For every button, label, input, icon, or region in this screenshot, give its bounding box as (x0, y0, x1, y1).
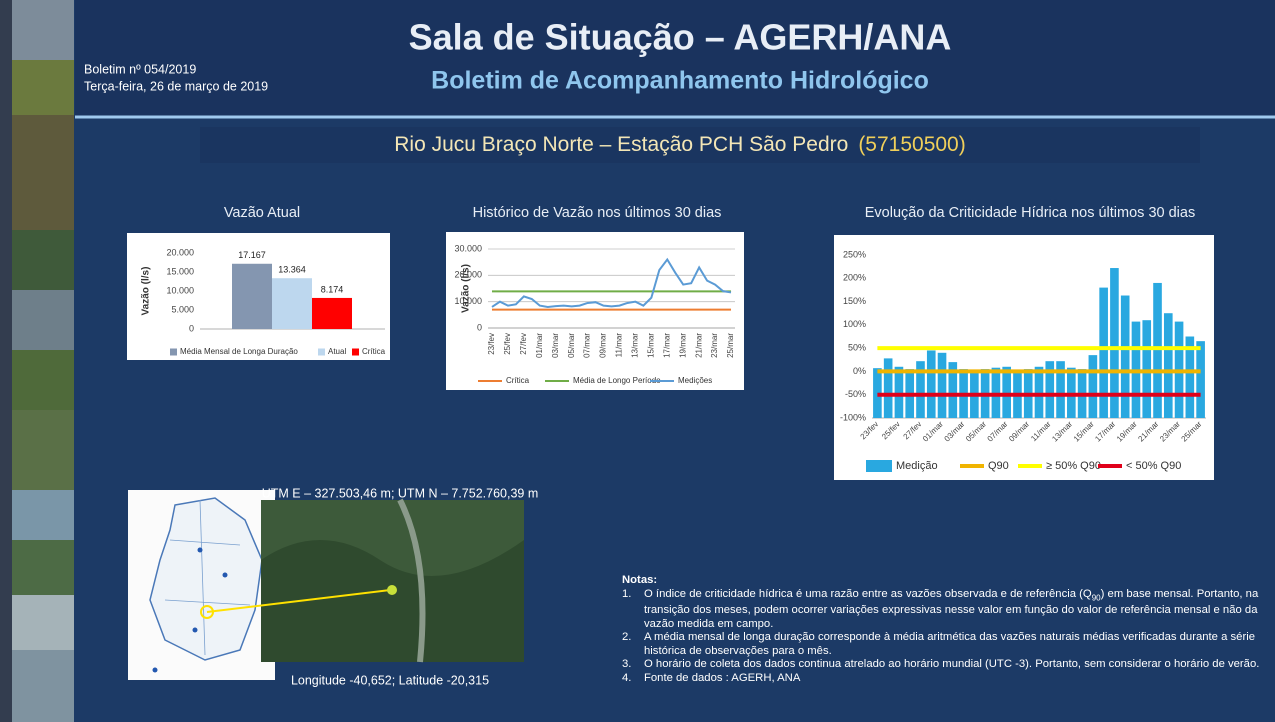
y-tick-label: 0% (853, 366, 866, 376)
legend-swatch (170, 349, 177, 356)
x-tick-label: 23/fev (487, 333, 496, 355)
notes: Notas: 1. O índice de criticidade hídrica… (622, 574, 1272, 719)
x-tick-label: 27/fev (519, 333, 528, 355)
note: 3. O horário de coleta dos dados continua… (622, 658, 1272, 672)
legend-label: Média Mensal de Longa Duração (180, 347, 298, 356)
y-tick-label: -100% (840, 412, 866, 422)
y-tick-label: 5.000 (171, 304, 194, 314)
location-map (128, 490, 524, 680)
chart-title: Evolução da Criticidade Hídrica nos últi… (865, 205, 1195, 221)
note-sub: 90 (1092, 593, 1101, 602)
x-tick-label: 09/mar (599, 333, 608, 358)
y-tick-label: 20.000 (166, 247, 194, 257)
notes-title: Notas: (622, 574, 1272, 588)
station-code: (57150500) (858, 133, 965, 156)
note-number: 3. (622, 658, 631, 672)
bar (1089, 355, 1098, 418)
note-text: O índice de criticidade hídrica é uma ra… (644, 588, 1092, 600)
note-number: 2. (622, 631, 631, 645)
notes-list: 1. O índice de criticidade hídrica é uma … (622, 588, 1272, 686)
bar (312, 298, 352, 329)
legend-label: Medição (896, 460, 938, 472)
y-tick-label: 200% (843, 273, 866, 283)
y-tick-label: 30.000 (454, 243, 482, 253)
bar (1121, 296, 1130, 418)
y-tick-label: -50% (845, 389, 866, 399)
x-tick-label: 11/mar (615, 333, 624, 358)
legend-label: Crítica (362, 347, 386, 356)
legend-label: < 50% Q90 (1126, 460, 1181, 472)
photo-strip (0, 0, 74, 722)
bar (1002, 367, 1011, 418)
value-label: 13.364 (278, 265, 306, 275)
legend-label: Atual (328, 347, 346, 356)
y-axis-label: Vazão (l/s) (141, 267, 152, 316)
page-subtitle: Boletim de Acompanhamento Hidrológico (431, 67, 929, 95)
chart-title: Vazão Atual (224, 205, 300, 221)
bar (927, 350, 936, 418)
y-tick-label: 100% (843, 319, 866, 329)
utm-coords: UTM E – 327.503,46 m; UTM N – 7.752.760,… (262, 486, 539, 500)
x-tick-label: 17/mar (662, 333, 671, 358)
note-number: 4. (622, 672, 631, 686)
legend-label: Q90 (988, 460, 1009, 472)
bar (884, 358, 893, 418)
x-tick-label: 13/mar (631, 333, 640, 358)
legend-swatch (318, 349, 325, 356)
value-label: 8.174 (321, 284, 344, 294)
legend-swatch (866, 460, 892, 472)
note-text: O horário de coleta dos dados continua a… (644, 658, 1259, 670)
x-tick-label: 25/mar (726, 333, 735, 358)
y-tick-label: 10.000 (166, 285, 194, 295)
y-axis-label: Vazão (l/s) (461, 264, 472, 313)
bulletin-date: Terça-feira, 26 de março de 2019 (84, 79, 268, 93)
note-text: A média mensal de longa duração correspo… (644, 631, 1255, 657)
y-tick-label: 250% (843, 249, 866, 259)
bar (272, 278, 312, 329)
legend-label: Média de Longo Período (573, 376, 661, 385)
x-tick-label: 03/mar (551, 333, 560, 358)
note-text: Fonte de dados : AGERH, ANA (644, 672, 800, 684)
x-tick-label: 19/mar (678, 333, 687, 358)
bar (938, 353, 947, 418)
note: 1. O índice de criticidade hídrica é uma … (622, 588, 1272, 632)
chart-title: Histórico de Vazão nos últimos 30 dias (473, 205, 722, 221)
bar (895, 367, 904, 418)
x-tick-label: 21/mar (694, 333, 703, 358)
note: 2. A média mensal de longa duração corres… (622, 631, 1272, 658)
y-tick-label: 50% (848, 343, 866, 353)
bar (1035, 367, 1044, 418)
page-title: Sala de Situação – AGERH/ANA (409, 17, 952, 58)
legend-swatch (352, 349, 359, 356)
bar (1153, 283, 1162, 418)
x-tick-label: 23/mar (710, 333, 719, 358)
value-label: 17.167 (238, 250, 266, 260)
y-tick-label: 0 (189, 323, 194, 333)
x-tick-label: 05/mar (567, 333, 576, 358)
legend-label: Crítica (506, 376, 530, 385)
bar (1099, 288, 1108, 418)
page: Sala de Situação – AGERH/ANA Boletim de … (0, 0, 1275, 722)
bar (1164, 313, 1173, 418)
station-name: Rio Jucu Braço Norte – Estação PCH São P… (394, 133, 848, 156)
x-tick-label: 07/mar (583, 333, 592, 358)
bulletin-number: Boletim nº 054/2019 (84, 62, 196, 76)
x-tick-label: 15/mar (646, 333, 655, 358)
y-tick-label: 0 (477, 322, 482, 332)
lat-lon: Longitude -40,652; Latitude -20,315 (291, 673, 489, 687)
bar (232, 264, 272, 329)
bar (1142, 320, 1151, 418)
note-number: 1. (622, 588, 631, 602)
x-tick-label: 25/fev (503, 333, 512, 355)
y-tick-label: 150% (843, 296, 866, 306)
bar (1196, 341, 1205, 418)
x-tick-label: 01/mar (535, 333, 544, 358)
chart-panel (446, 232, 744, 390)
legend-label: ≥ 50% Q90 (1046, 460, 1101, 472)
station-title: Rio Jucu Braço Norte – Estação PCH São P… (394, 133, 965, 156)
legend-label: Medições (678, 376, 712, 385)
note: 4. Fonte de dados : AGERH, ANA (622, 672, 1272, 686)
y-tick-label: 15.000 (166, 266, 194, 276)
